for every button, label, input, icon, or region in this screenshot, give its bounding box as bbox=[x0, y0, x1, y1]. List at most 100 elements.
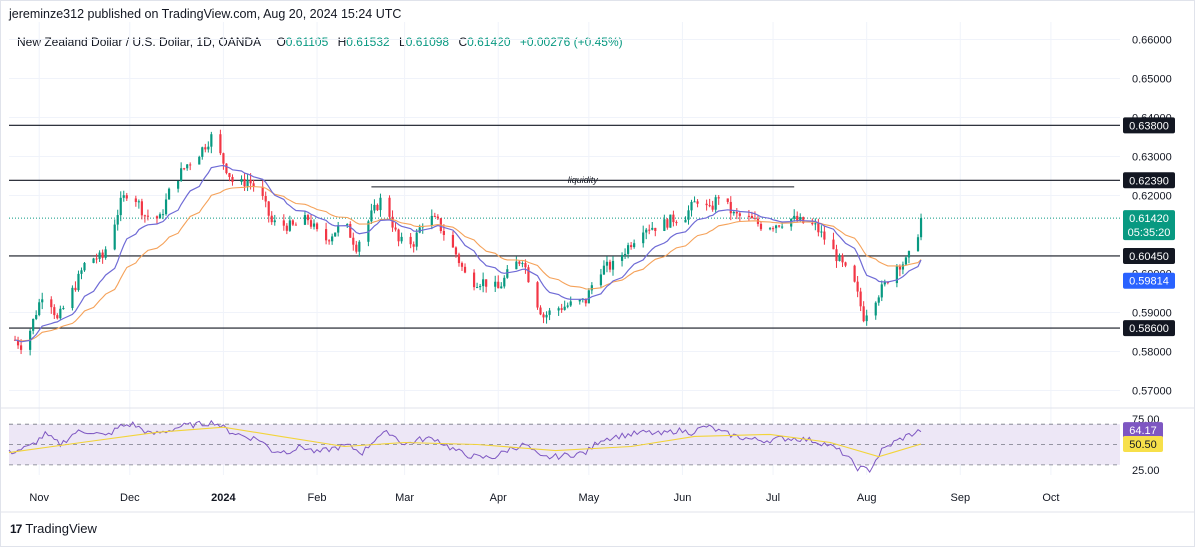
axis-price-labels: 0.63800 0.62390 0.60450 0.58600 0.61420 05:35… bbox=[1123, 117, 1175, 453]
candle-body bbox=[898, 265, 901, 270]
level-label-box bbox=[1123, 247, 1175, 264]
candle-body bbox=[838, 255, 841, 262]
tradingview-footer[interactable]: 17 TradingView bbox=[10, 521, 97, 536]
candle-body bbox=[370, 210, 373, 222]
time-tick-label: May bbox=[578, 492, 599, 504]
tradingview-logo-icon: 17 bbox=[10, 521, 22, 536]
candle-body bbox=[633, 243, 636, 248]
level-label-text: 0.63800 bbox=[1129, 120, 1169, 132]
candle-body bbox=[415, 232, 418, 247]
candle-body bbox=[334, 232, 337, 237]
candle-body bbox=[587, 290, 590, 304]
candle-body bbox=[337, 225, 340, 233]
candle-body bbox=[569, 301, 572, 306]
candle-body bbox=[602, 265, 606, 275]
candle-body bbox=[273, 220, 276, 223]
candle-body bbox=[844, 262, 847, 266]
time-tick-label: Dec bbox=[120, 492, 140, 504]
rsi-ma-text: 50.50 bbox=[1129, 439, 1157, 451]
candle-body bbox=[521, 263, 524, 265]
candle-body bbox=[391, 216, 394, 228]
candle-body bbox=[675, 222, 678, 224]
candle-body bbox=[50, 299, 53, 308]
candle-body bbox=[497, 281, 500, 289]
candle-body bbox=[781, 226, 784, 228]
price-tick-label: 0.57000 bbox=[1132, 385, 1172, 397]
ohlc-open: O0.61105 bbox=[276, 35, 329, 49]
candle-body bbox=[240, 179, 243, 182]
candle-body bbox=[518, 261, 521, 264]
time-axis[interactable]: Nov Dec 2024 Feb Mar Apr May Jun Jul Aug Sep Oct bbox=[29, 492, 1059, 504]
candle-body bbox=[714, 197, 717, 210]
candle-body bbox=[774, 225, 778, 229]
candle-body bbox=[119, 197, 122, 216]
candle-body bbox=[222, 153, 225, 164]
candle-body bbox=[578, 299, 581, 302]
candle-body bbox=[177, 180, 180, 189]
candle-body bbox=[705, 203, 708, 206]
candle-body bbox=[853, 265, 856, 282]
candle-body bbox=[219, 134, 222, 154]
candle-body bbox=[620, 254, 624, 261]
rsi-axis-label: 25.00 bbox=[1132, 465, 1160, 477]
candle-body bbox=[77, 273, 80, 291]
candle-body bbox=[125, 195, 128, 199]
candle-body bbox=[270, 215, 273, 223]
candle-body bbox=[696, 201, 699, 204]
candle-body bbox=[207, 146, 210, 150]
candle-body bbox=[349, 223, 352, 238]
support-resistance-levels[interactable]: liquidity bbox=[9, 124, 1120, 329]
price-change: +0.00276 (+0.45%) bbox=[519, 35, 623, 49]
candle-body bbox=[856, 281, 859, 292]
candle-body bbox=[690, 201, 693, 211]
candle-body bbox=[542, 314, 545, 318]
level-label-text: 0.58600 bbox=[1129, 323, 1169, 335]
candle-body bbox=[623, 253, 627, 255]
candle-body bbox=[35, 315, 38, 319]
candle-body bbox=[412, 244, 415, 247]
rsi-ma-box bbox=[1123, 436, 1163, 453]
candle-body bbox=[328, 240, 331, 242]
time-tick-label: Apr bbox=[490, 492, 507, 504]
candle-body bbox=[865, 315, 868, 322]
candle-body bbox=[711, 205, 714, 210]
candle-body bbox=[584, 298, 587, 304]
level-label-box bbox=[1123, 117, 1175, 134]
candle-body bbox=[146, 215, 150, 217]
candle-body bbox=[201, 147, 204, 157]
price-tick-label: 0.65000 bbox=[1132, 74, 1172, 86]
price-axis[interactable]: 0.660000.650000.640000.630000.620000.590… bbox=[1132, 35, 1172, 477]
candle-body bbox=[817, 223, 820, 233]
candle-body bbox=[654, 227, 657, 231]
candle-body bbox=[672, 214, 675, 223]
candle-body bbox=[98, 252, 101, 259]
candle-body bbox=[189, 164, 192, 166]
candle-body bbox=[59, 308, 62, 319]
candle-body bbox=[527, 267, 530, 283]
candle-body bbox=[494, 281, 497, 287]
moving-averages-layer bbox=[14, 164, 922, 343]
candle-body bbox=[503, 277, 506, 287]
candle-body bbox=[38, 302, 41, 316]
candle-body bbox=[400, 236, 403, 242]
candle-body bbox=[651, 227, 654, 230]
candle-body bbox=[768, 228, 772, 230]
candle-body bbox=[590, 285, 593, 291]
rsi-ma-line bbox=[8, 426, 922, 458]
candle-body bbox=[282, 220, 285, 226]
candle-body bbox=[750, 215, 754, 219]
candle-body bbox=[560, 308, 563, 310]
candle-body bbox=[627, 245, 630, 254]
candle-body bbox=[796, 215, 799, 221]
candle-body bbox=[355, 244, 358, 252]
candle-body bbox=[16, 339, 20, 346]
candle-body bbox=[92, 258, 95, 263]
candle-body bbox=[113, 224, 116, 250]
candle-body bbox=[261, 186, 264, 197]
candle-body bbox=[611, 260, 615, 270]
time-tick-label: Aug bbox=[857, 492, 877, 504]
candle-body bbox=[285, 225, 288, 231]
candle-body bbox=[841, 255, 844, 263]
ema-slow-line bbox=[14, 186, 922, 342]
